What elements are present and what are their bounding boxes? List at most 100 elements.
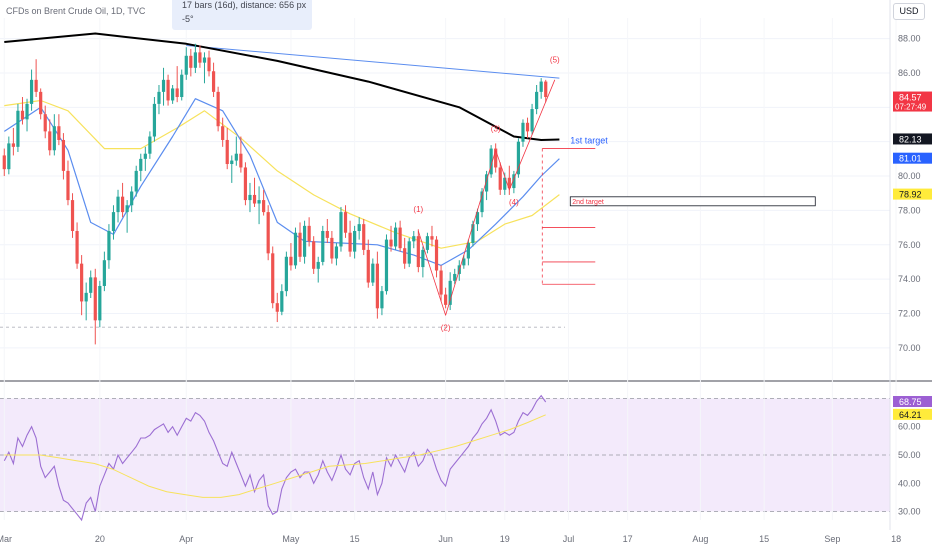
candle-body bbox=[262, 200, 266, 213]
target-label: 1st target bbox=[570, 136, 608, 146]
candle-body bbox=[93, 277, 97, 321]
candle-body bbox=[230, 160, 234, 165]
candle-body bbox=[275, 303, 279, 312]
currency-button[interactable]: USD bbox=[893, 3, 925, 20]
candle-body bbox=[312, 241, 316, 269]
candle-body bbox=[539, 81, 543, 92]
time-axis-label: 19 bbox=[500, 534, 510, 544]
candle-body bbox=[343, 212, 348, 233]
time-axis-label: 15 bbox=[759, 534, 769, 544]
target-box bbox=[569, 196, 816, 207]
candle-body bbox=[25, 103, 29, 120]
candle-body bbox=[29, 79, 34, 104]
candle-body bbox=[339, 212, 343, 247]
candle-body bbox=[211, 71, 216, 92]
candle-body bbox=[202, 57, 207, 63]
time-axis-label: Apr bbox=[179, 534, 193, 544]
candle-body bbox=[375, 263, 379, 309]
candle-body bbox=[161, 79, 166, 92]
candle-body bbox=[20, 110, 25, 120]
candle-body bbox=[448, 280, 452, 305]
wave-label: (4) bbox=[509, 198, 519, 207]
candle-body bbox=[434, 239, 439, 271]
time-axis-label: Aug bbox=[692, 534, 708, 544]
candle-body bbox=[111, 212, 116, 232]
rsi-badge-text: 64.21 bbox=[899, 410, 922, 420]
price-badge bbox=[893, 188, 932, 200]
candle-body bbox=[257, 200, 261, 204]
candle-body bbox=[325, 231, 329, 238]
resistance-trendline bbox=[186, 44, 560, 79]
price-badge-text: 82.13 bbox=[899, 134, 922, 144]
rsi-axis-tick: 60.00 bbox=[898, 422, 921, 432]
candle-body bbox=[189, 55, 193, 68]
wave-label: (2) bbox=[441, 324, 451, 333]
candle-body bbox=[11, 143, 15, 147]
wave-label: (1) bbox=[413, 205, 423, 214]
candle-body bbox=[216, 91, 220, 127]
price-badge-text: 81.01 bbox=[899, 154, 922, 164]
candle-body bbox=[152, 103, 157, 137]
candle-body bbox=[516, 141, 521, 175]
time-axis-label: May bbox=[282, 534, 300, 544]
wave-label: (3) bbox=[491, 124, 501, 133]
candle-body bbox=[489, 148, 493, 175]
time-axis-label: Sep bbox=[824, 534, 840, 544]
time-axis-label: Jun bbox=[438, 534, 453, 544]
candle-body bbox=[366, 249, 370, 283]
candle-body bbox=[353, 231, 357, 252]
candle-body bbox=[39, 91, 43, 115]
candle-body bbox=[193, 52, 197, 68]
candle-body bbox=[475, 212, 480, 225]
candle-body bbox=[7, 143, 11, 170]
candle-body bbox=[525, 122, 530, 132]
symbol-title: CFDs on Brent Crude Oil, 1D, TVC bbox=[6, 6, 146, 16]
price-badge bbox=[893, 91, 932, 112]
candle-body bbox=[66, 170, 70, 201]
candle-body bbox=[134, 170, 138, 192]
price-badge bbox=[893, 133, 932, 145]
candle-body bbox=[530, 109, 534, 132]
candle-body bbox=[398, 227, 402, 249]
candle-body bbox=[444, 294, 448, 305]
price-badge-text: 84.57 bbox=[899, 93, 922, 103]
candle-body bbox=[89, 277, 93, 293]
time-axis-label: 20 bbox=[95, 534, 105, 544]
candle-body bbox=[357, 224, 361, 232]
candle-body bbox=[184, 55, 188, 75]
candle-body bbox=[480, 191, 484, 213]
time-axis-label: 18 bbox=[891, 534, 901, 544]
candle-body bbox=[512, 174, 516, 189]
candle-body bbox=[412, 236, 416, 242]
candle-body bbox=[298, 232, 302, 257]
ma50-line bbox=[4, 99, 560, 249]
price-badge-countdown: 07:27:49 bbox=[895, 103, 927, 112]
candle-body bbox=[198, 52, 202, 63]
price-axis-tick: 78.00 bbox=[898, 205, 921, 215]
candle-body bbox=[139, 158, 143, 171]
candle-body bbox=[180, 74, 184, 98]
measure-tooltip: 17 bars (16d), distance: 656 px -5° bbox=[172, 0, 312, 30]
candle-body bbox=[221, 126, 225, 140]
price-axis-tick: 76.00 bbox=[898, 240, 921, 250]
ma200-line bbox=[4, 32, 560, 141]
candle-body bbox=[157, 91, 161, 104]
candle-body bbox=[130, 191, 134, 206]
candle-body bbox=[466, 243, 470, 259]
candle-body bbox=[271, 253, 275, 304]
candle-body bbox=[43, 114, 47, 132]
candle-body bbox=[403, 248, 407, 264]
rsi-line bbox=[3, 394, 547, 522]
candle-body bbox=[371, 263, 375, 283]
price-axis-tick: 72.00 bbox=[898, 308, 921, 318]
rsi-badge bbox=[893, 396, 932, 408]
candle-body bbox=[362, 224, 366, 250]
candle-body bbox=[239, 153, 243, 168]
candle-body bbox=[544, 81, 548, 98]
candle-body bbox=[407, 241, 411, 264]
candle-body bbox=[430, 236, 434, 240]
candle-body bbox=[248, 194, 252, 201]
rsi-axis-tick: 30.00 bbox=[898, 507, 921, 517]
